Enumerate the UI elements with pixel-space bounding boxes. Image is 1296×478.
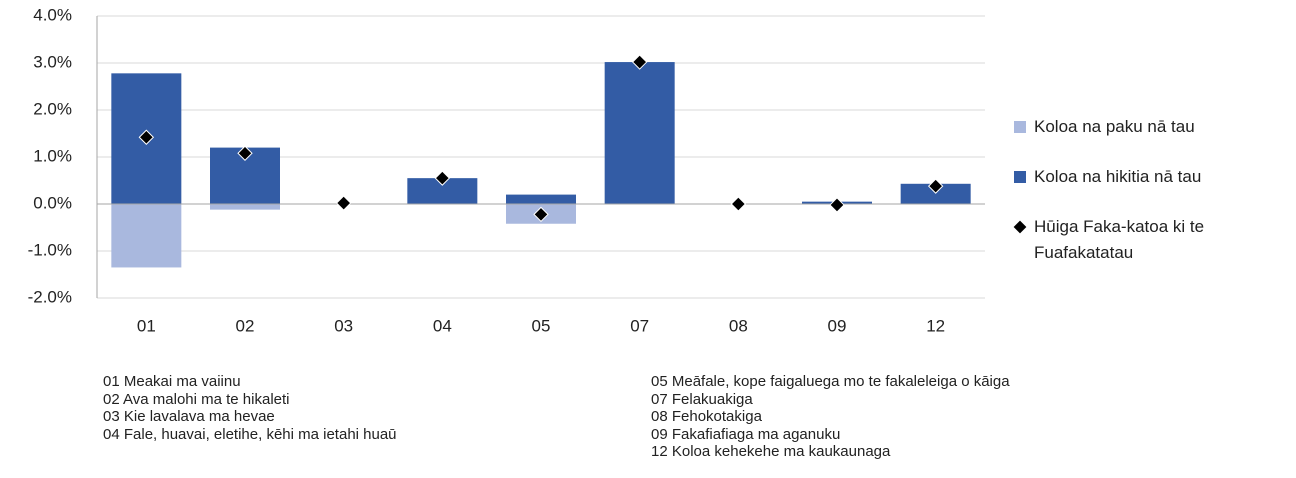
notes: 05 Meāfale, kope faigaluega mo te fakale… (651, 373, 1010, 461)
marker (631, 54, 648, 70)
legend-swatch (1014, 121, 1026, 133)
bar (506, 194, 576, 204)
legend-item: Koloa na paku nā tau (1010, 114, 1272, 140)
bar (111, 204, 182, 268)
note: 04 Fale, huavai, eletihe, kēhi ma ietahi… (103, 425, 397, 443)
chart: -2.0% -1.0% 0.0% 1.0% 2.0% 3.0% 4.0% 01 02 03 04 05… (28, 5, 985, 335)
x-tick-label: 04 (433, 316, 452, 335)
note: 03 Kie lavalava ma hevae (103, 408, 275, 425)
legend-swatch (1014, 171, 1026, 183)
legend: Koloa na paku nā tau Koloa na hikitia nā … (1010, 114, 1272, 290)
marker (829, 197, 845, 213)
bar (604, 62, 675, 205)
x-tick-label: 08 (729, 316, 748, 335)
y-tick-label: 0.0% (33, 193, 72, 212)
y-tick-label: -1.0% (28, 240, 72, 259)
legend-label: Hūiga Faka-katoa ki te Fuafakatatau (1034, 217, 1205, 262)
x-tick-label: 03 (334, 316, 353, 335)
y-tick-label: 1.0% (33, 146, 72, 165)
note: 12 Koloa kehekehe ma kaukaunaga (651, 443, 891, 460)
note: 02 Ava malohi ma te hikaleti (103, 390, 290, 408)
note: 07 Felakuakiga (651, 390, 753, 408)
notes: 01 Meakai ma vaiinu 02 Ava malohi ma te h… (103, 373, 397, 443)
x-tick-label: 12 (926, 316, 945, 335)
note: 09 Fakafiafiaga ma aganuku (651, 425, 841, 443)
legend-item: Hūiga Faka-katoa ki te Fuafakatatau (1010, 214, 1272, 266)
x-tick-label: 02 (236, 316, 255, 335)
x-tick-label: 01 (137, 316, 156, 335)
legend-item: Koloa na hikitia nā tau (1010, 164, 1272, 190)
legend-label: Koloa na hikitia nā tau (1034, 167, 1202, 186)
marker (927, 178, 944, 194)
note: 05 Meāfale, kope faigaluega mo te fakale… (651, 373, 1010, 390)
bar (210, 204, 280, 210)
marker (138, 129, 155, 145)
marker (434, 170, 451, 186)
bar (900, 183, 971, 204)
marker (533, 206, 549, 223)
y-tick-label: 4.0% (33, 5, 72, 24)
x-tick-label: 07 (630, 316, 649, 335)
marker (237, 145, 253, 161)
note: 08 Fehokotakiga (651, 408, 762, 425)
x-tick-label: 05 (532, 316, 551, 335)
y-tick-label: -2.0% (28, 287, 72, 306)
legend-label: Koloa na paku nā tau (1034, 117, 1195, 136)
marker (730, 196, 747, 212)
y-tick-label: 3.0% (33, 52, 72, 71)
y-tick-label: 2.0% (33, 99, 72, 118)
note: 01 Meakai ma vaiinu (103, 373, 241, 390)
x-tick-label: 09 (828, 316, 847, 335)
marker (335, 195, 352, 211)
legend-swatch (1013, 220, 1027, 234)
